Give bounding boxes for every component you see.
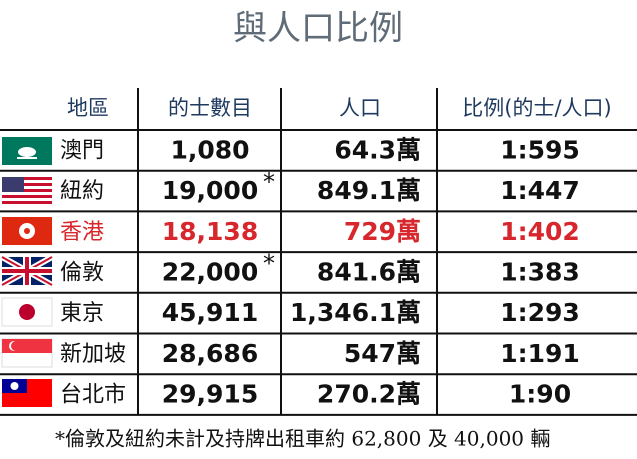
population: 270.2萬	[317, 380, 421, 409]
city: 台北市	[60, 383, 126, 408]
column-header: 人口	[339, 96, 381, 120]
city: 香港	[60, 220, 104, 245]
ratio: 1:383	[500, 257, 580, 286]
column-header: 的士數目	[168, 96, 252, 120]
taxi-count: 28,686	[162, 339, 258, 368]
column-header: 地區	[67, 96, 109, 120]
footnote: *倫敦及紐約未計及持牌出租車約 62,800 及 40,000 輛	[55, 427, 550, 451]
ratio: 1:293	[500, 298, 580, 327]
flag	[1, 338, 53, 368]
population: 547萬	[344, 339, 421, 368]
city: 新加坡	[60, 342, 126, 367]
ratio: 1:191	[500, 339, 580, 368]
taxi-count: 18,138	[162, 217, 258, 246]
note-marker: *	[263, 249, 275, 277]
flag	[2, 217, 52, 245]
flag	[2, 379, 52, 407]
population: 729萬	[344, 217, 421, 246]
rules	[137, 88, 438, 414]
flag	[2, 177, 52, 205]
title: 與人口比例	[233, 9, 403, 49]
column-header: 比例(的士/人口)	[462, 96, 611, 120]
ratio: 1:402	[500, 217, 580, 246]
population: 1,346.1萬	[290, 298, 421, 327]
city: 倫敦	[60, 260, 104, 285]
city: 紐約	[60, 179, 104, 204]
ratio: 1:90	[509, 380, 571, 409]
ratio: 1:447	[500, 176, 580, 205]
flag	[0, 254, 54, 288]
population: 841.6萬	[317, 257, 421, 286]
population: 64.3萬	[334, 135, 421, 164]
flags	[0, 137, 54, 407]
taxi-count: 29,915	[162, 380, 258, 409]
taxi-count: 22,000	[162, 257, 258, 286]
taxi-count: 45,911	[162, 298, 258, 327]
taxi-count: 19,000	[162, 176, 258, 205]
ratio: 1:595	[500, 135, 580, 164]
flag	[2, 137, 52, 165]
city: 東京	[60, 301, 104, 326]
flag	[1, 297, 53, 327]
population: 849.1萬	[317, 176, 421, 205]
taxi-count: 1,080	[170, 135, 249, 164]
city: 澳門	[60, 138, 104, 163]
note-marker: *	[263, 168, 275, 196]
